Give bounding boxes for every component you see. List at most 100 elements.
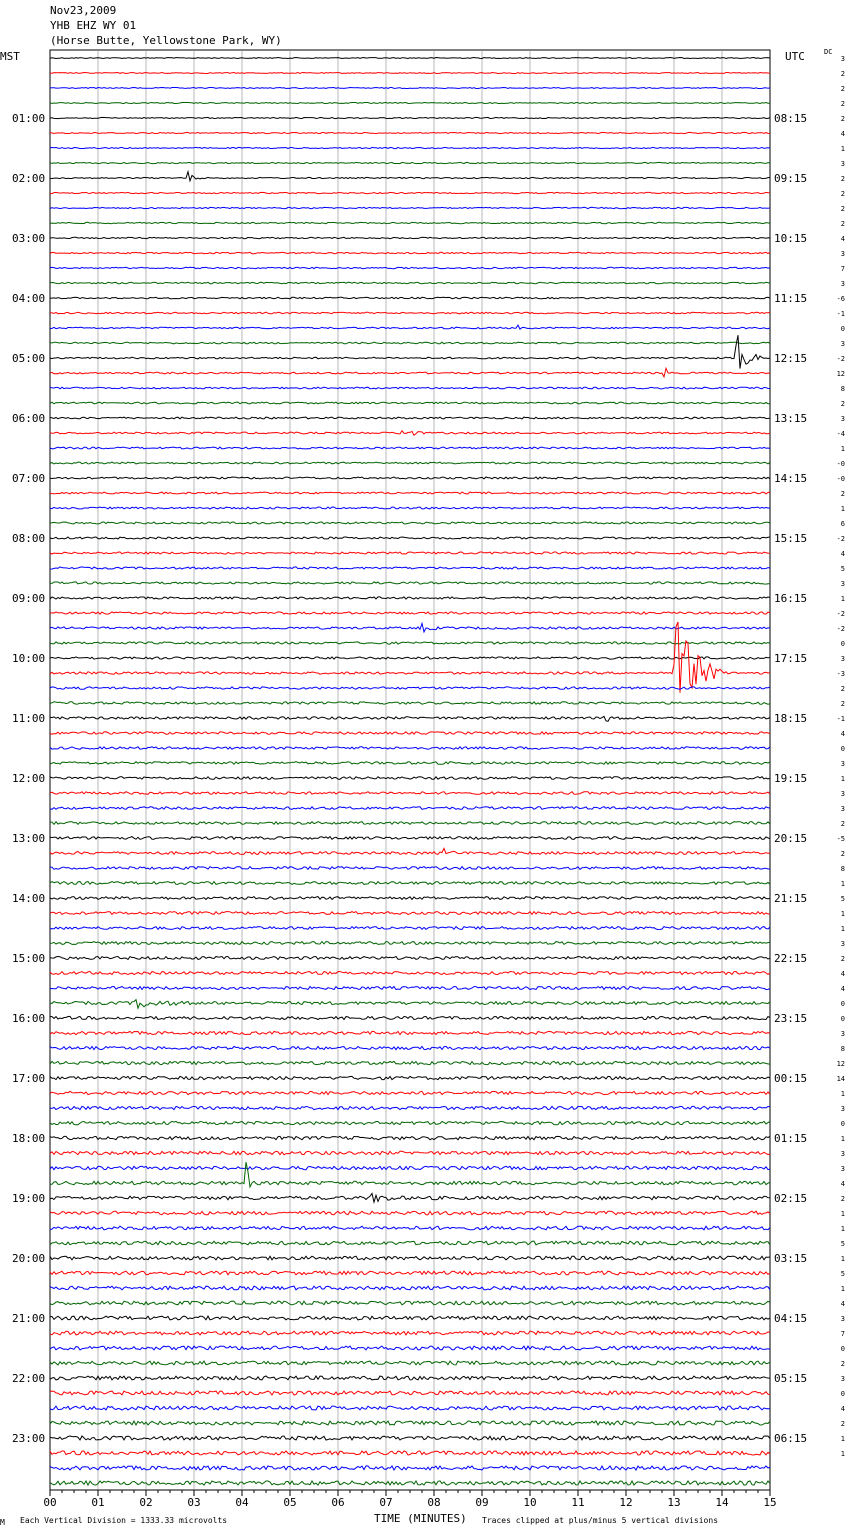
- dc-offset-label: 2: [841, 115, 845, 123]
- dc-offset-label: 14: [837, 1075, 845, 1083]
- dc-offset-label: 0: [841, 1345, 845, 1353]
- dc-offset-label: 1: [841, 880, 845, 888]
- corner-mark: M: [0, 1518, 5, 1527]
- mst-hour-label: 22:00: [12, 1372, 45, 1385]
- trace-row: [49, 221, 771, 225]
- trace-row: [49, 621, 771, 693]
- dc-offset-label: 3: [841, 1315, 845, 1323]
- utc-hour-label: 15:15: [774, 532, 807, 545]
- trace-row: [49, 446, 771, 450]
- x-tick-label: 00: [43, 1496, 56, 1509]
- utc-hour-label: 06:15: [774, 1432, 807, 1445]
- trace-row: [49, 596, 771, 600]
- dc-offset-label: 3: [841, 790, 845, 798]
- utc-hour-label: 21:15: [774, 892, 807, 905]
- dc-offset-label: 2: [841, 1195, 845, 1203]
- x-tick-label: 15: [763, 1496, 776, 1509]
- trace-row: [49, 296, 771, 300]
- trace-row: [49, 1479, 771, 1487]
- trace-row: [49, 701, 771, 705]
- mst-hour-label: 09:00: [12, 592, 45, 605]
- clip-note: Traces clipped at plus/minus 5 vertical …: [482, 1516, 719, 1525]
- mst-hour-label: 06:00: [12, 412, 45, 425]
- trace-row: [49, 656, 771, 660]
- mst-hour-label: 17:00: [12, 1072, 45, 1085]
- trace-row: [49, 169, 771, 183]
- mst-hour-label: 08:00: [12, 532, 45, 545]
- mst-hour-label: 14:00: [12, 892, 45, 905]
- trace-row: [49, 71, 771, 75]
- dc-offset-label: 4: [841, 1300, 845, 1308]
- dc-offset-label: -5: [837, 835, 845, 843]
- dc-offset-label: 3: [841, 940, 845, 948]
- trace-row: [49, 86, 771, 90]
- utc-hour-label: 10:15: [774, 232, 807, 245]
- trace-row: [49, 251, 771, 255]
- trace-row: [49, 1405, 771, 1411]
- mst-hour-label: 13:00: [12, 832, 45, 845]
- trace-row: [49, 1300, 771, 1306]
- dc-offset-label: 3: [841, 340, 845, 348]
- dc-offset-label: 3: [841, 250, 845, 258]
- trace-row: [49, 521, 771, 525]
- trace-row: [50, 820, 771, 826]
- trace-row: [49, 429, 771, 436]
- utc-hour-label: 03:15: [774, 1252, 807, 1265]
- dc-label: DC: [824, 48, 833, 56]
- trace-row: [49, 1060, 771, 1066]
- mst-hour-label: 21:00: [12, 1312, 45, 1325]
- dc-offset-label: 2: [841, 85, 845, 93]
- trace-row: [49, 236, 771, 240]
- trace-row: [49, 206, 771, 210]
- mst-hour-label: 05:00: [12, 352, 45, 365]
- dc-offset-label: 3: [841, 415, 845, 423]
- trace-row: [49, 581, 771, 585]
- dc-offset-label: 4: [841, 1180, 845, 1188]
- trace-row: [49, 1345, 771, 1351]
- trace-row: [49, 1330, 771, 1336]
- mst-hour-label: 23:00: [12, 1432, 45, 1445]
- dc-offset-label: 0: [841, 1120, 845, 1128]
- dc-offset-label: 1: [841, 925, 845, 933]
- trace-row: [49, 806, 771, 810]
- trace-row: [49, 1090, 771, 1096]
- mst-hour-label: 04:00: [12, 292, 45, 305]
- utc-hour-label: 12:15: [774, 352, 807, 365]
- trace-row: [49, 281, 771, 285]
- trace-row: [49, 311, 771, 315]
- trace-row: [49, 386, 771, 390]
- trace-row: [49, 1450, 771, 1456]
- trace-row: [49, 970, 771, 976]
- utc-hour-label: 22:15: [774, 952, 807, 965]
- mst-hour-label: 03:00: [12, 232, 45, 245]
- dc-offset-label: 2: [841, 700, 845, 708]
- utc-hour-label: 19:15: [774, 772, 807, 785]
- mst-hour-label: 12:00: [12, 772, 45, 785]
- utc-label: UTC: [785, 50, 805, 63]
- trace-row: [49, 1240, 771, 1246]
- trace-row: [49, 1210, 771, 1216]
- trace-row: [49, 761, 771, 766]
- dc-offset-label: 0: [841, 1015, 845, 1023]
- utc-hour-label: 00:15: [774, 1072, 807, 1085]
- trace-row: [49, 1360, 771, 1366]
- dc-offset-label: 12: [837, 1060, 845, 1068]
- utc-hour-label: 04:15: [774, 1312, 807, 1325]
- trace-row: [49, 191, 770, 195]
- mst-hour-label: 18:00: [12, 1132, 45, 1145]
- utc-hour-label: 09:15: [774, 172, 807, 185]
- trace-row: [49, 266, 771, 270]
- trace-row: [49, 1390, 771, 1396]
- x-tick-label: 02: [139, 1496, 152, 1509]
- x-tick-label: 01: [91, 1496, 104, 1509]
- trace-row: [49, 366, 771, 379]
- dc-offset-label: 5: [841, 1240, 845, 1248]
- dc-offset-label: 1: [841, 505, 845, 513]
- dc-offset-label: 3: [841, 1105, 845, 1113]
- dc-offset-label: 8: [841, 865, 845, 873]
- mst-hour-label: 20:00: [12, 1252, 45, 1265]
- dc-offset-label: 3: [841, 1030, 845, 1038]
- dc-offset-label: -2: [837, 355, 845, 363]
- trace-row: [49, 925, 771, 931]
- trace-row: [49, 1165, 771, 1171]
